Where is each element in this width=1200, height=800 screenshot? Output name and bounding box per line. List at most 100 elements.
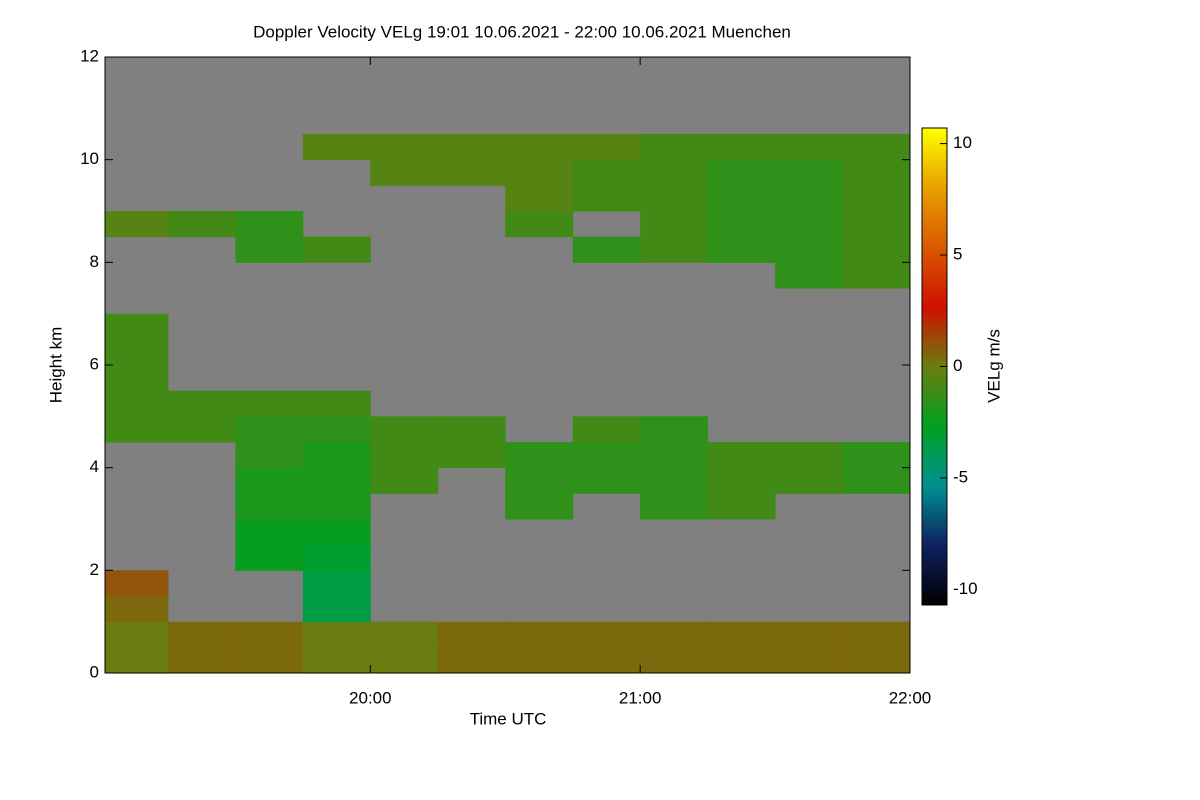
heatmap-cell	[235, 211, 304, 238]
heatmap-cell	[775, 621, 844, 648]
heatmap-cell	[105, 339, 169, 366]
heatmap-cell	[505, 442, 574, 469]
heatmap-cell	[370, 159, 439, 186]
heatmap-cell	[370, 467, 439, 494]
heatmap-cell	[775, 647, 844, 673]
heatmap-cell	[842, 647, 910, 673]
heatmap-cell	[235, 390, 304, 417]
heatmap-cell	[437, 159, 506, 186]
heatmap-cell	[105, 621, 169, 648]
heatmap-cell	[105, 211, 169, 238]
y-axis-label: Height km	[46, 327, 65, 404]
heatmap-cell	[105, 365, 169, 392]
heatmap-cell	[505, 211, 574, 238]
heatmap-cell	[775, 236, 844, 263]
heatmap-cell	[707, 621, 776, 648]
heatmap-cell	[775, 211, 844, 238]
heatmap-cell	[842, 211, 910, 238]
heatmap-cell	[302, 134, 371, 161]
heatmap-cell	[640, 236, 709, 263]
heatmap-cell	[105, 596, 169, 623]
heatmap-cell	[572, 442, 641, 469]
heatmap-cell	[235, 621, 304, 648]
heatmap-cell	[302, 621, 371, 648]
heatmap-cell	[775, 159, 844, 186]
heatmap-cell	[572, 236, 641, 263]
y-tick-label: 8	[90, 252, 99, 271]
heatmap-cell	[105, 647, 169, 673]
heatmap-cell	[842, 621, 910, 648]
heatmap-cell	[775, 467, 844, 494]
heatmap-cell	[167, 621, 236, 648]
heatmap-cell	[640, 621, 709, 648]
heatmap-cell	[505, 493, 574, 520]
heatmap-cell	[640, 185, 709, 212]
heatmap-cell	[572, 621, 641, 648]
heatmap-cell	[235, 467, 304, 494]
heatmap-cell	[370, 647, 439, 673]
heatmap-cell	[775, 442, 844, 469]
heatmap-cell	[505, 467, 574, 494]
heatmap-cell	[707, 442, 776, 469]
heatmap-cell	[437, 416, 506, 443]
colorbar-tick-label: -5	[953, 467, 968, 486]
heatmap-cell	[707, 493, 776, 520]
colorbar-tick-label: 5	[953, 245, 962, 264]
heatmap-cell	[707, 236, 776, 263]
heatmap-cell	[437, 621, 506, 648]
y-tick-label: 12	[80, 46, 99, 65]
y-tick-label: 4	[90, 457, 99, 476]
heatmap-cell	[640, 134, 709, 161]
heatmap-cell	[235, 647, 304, 673]
y-tick-label: 10	[80, 149, 99, 168]
heatmap-cell	[640, 467, 709, 494]
heatmap-cell	[505, 159, 574, 186]
heatmap-cell	[707, 134, 776, 161]
heatmap-cell	[105, 570, 169, 597]
heatmap-cell	[505, 134, 574, 161]
colorbar-tick-label: 0	[953, 356, 962, 375]
heatmap-cell	[235, 544, 304, 571]
colorbar-tick-label: -10	[953, 579, 978, 598]
heatmap-cell	[105, 390, 169, 417]
heatmap-cell	[302, 442, 371, 469]
heatmap-cells	[105, 134, 910, 673]
heatmap-cell	[707, 185, 776, 212]
heatmap-cell	[842, 236, 910, 263]
heatmap-cell	[370, 416, 439, 443]
heatmap-cell	[707, 211, 776, 238]
heatmap-cell	[842, 262, 910, 289]
heatmap-cell	[167, 211, 236, 238]
heatmap-cell	[437, 134, 506, 161]
heatmap-cell	[302, 570, 371, 597]
heatmap-cell	[640, 493, 709, 520]
heatmap-cell	[707, 467, 776, 494]
heatmap-cell	[842, 134, 910, 161]
heatmap-cell	[572, 159, 641, 186]
heatmap-cell	[505, 621, 574, 648]
heatmap-cell	[302, 390, 371, 417]
heatmap-cell	[167, 390, 236, 417]
heatmap-cell	[302, 519, 371, 546]
x-tick-label: 20:00	[349, 688, 392, 707]
heatmap-cell	[640, 416, 709, 443]
heatmap-cell	[105, 313, 169, 340]
heatmap-cell	[707, 647, 776, 673]
heatmap-cell	[640, 159, 709, 186]
heatmap-cell	[640, 211, 709, 238]
heatmap-cell	[775, 134, 844, 161]
heatmap-cell	[235, 236, 304, 263]
heatmap-cell	[235, 519, 304, 546]
heatmap-cell	[302, 236, 371, 263]
x-axis-label: Time UTC	[470, 709, 547, 728]
heatmap-cell	[572, 647, 641, 673]
heatmap-cell	[572, 467, 641, 494]
heatmap-cell	[370, 442, 439, 469]
heatmap-cell	[302, 647, 371, 673]
heatmap-cell	[505, 647, 574, 673]
heatmap-cell	[775, 262, 844, 289]
colorbar-label: VELg m/s	[984, 329, 1003, 403]
heatmap-cell	[235, 416, 304, 443]
heatmap-cell	[572, 185, 641, 212]
